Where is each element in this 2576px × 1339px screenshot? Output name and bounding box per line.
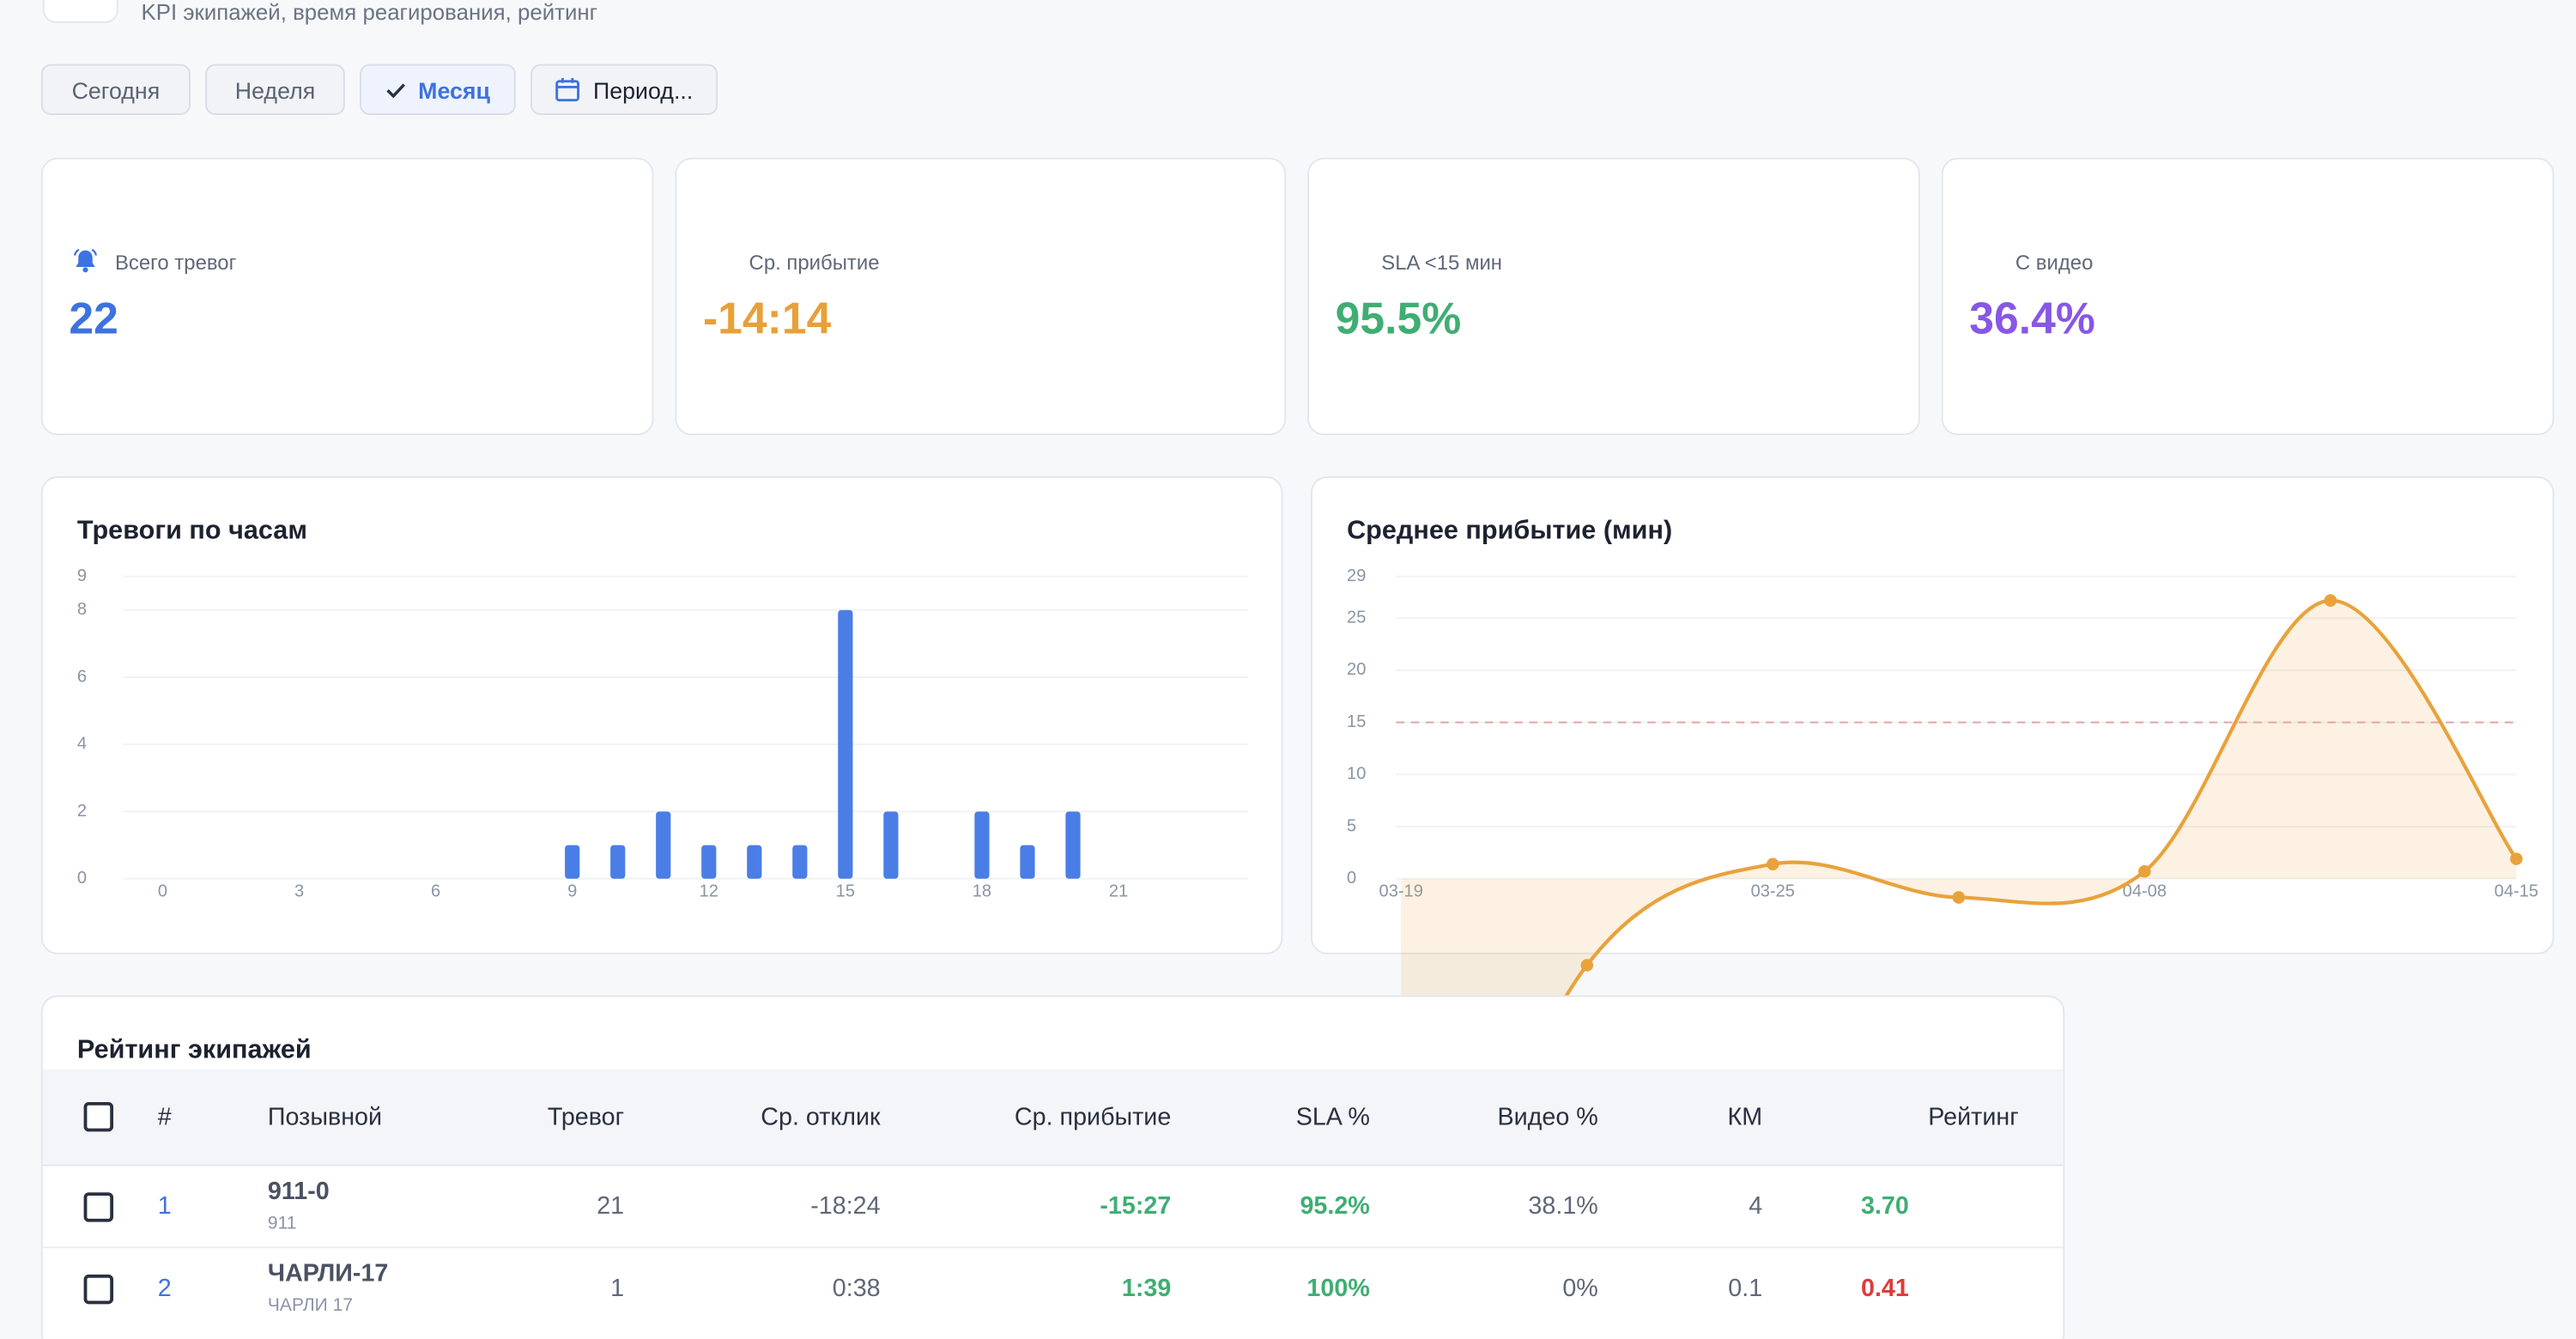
check-icon [385,82,405,98]
chart-card: Тревоги по часам [40,476,1283,954]
callsign: ЧАРЛИ-17 [267,1259,389,1288]
chart-card: Среднее прибытие (мин) [1310,476,2555,954]
column-header: Ср. отклик [761,1103,881,1132]
cell: 0.41 [1860,1274,1909,1303]
column-header: SLA % [1295,1103,1370,1132]
calendar-icon [555,77,580,102]
cell: 1 [610,1274,625,1303]
column-header: Ср. прибытие [1014,1103,1172,1132]
cell: 0:38 [832,1274,881,1303]
cell: 4 [1749,1192,1763,1221]
column-header: # [157,1103,172,1132]
table-header [42,1069,2064,1166]
cell: 100% [1306,1274,1370,1303]
kpi-value: 95.5% [1335,294,1462,343]
page-subtitle: KPI экипажей, время реагирования, рейтин… [141,0,598,25]
cell: 1:39 [1121,1274,1172,1303]
table-title: Рейтинг экипажей [76,1036,312,1064]
cell: 0.1 [1728,1274,1763,1303]
filter-button[interactable]: Неделя [205,64,345,115]
column-header: Тревог [547,1103,625,1132]
kpi-label: С видео [2015,251,2094,275]
kpi-label: Ср. прибытие [749,251,880,275]
filter-label: Месяц [418,76,491,103]
bell-icon [73,248,98,273]
kpi-label: Всего тревог [114,251,237,275]
kpi-card: SLA <15 мин 95.5% [1307,157,1920,436]
point [1580,959,1594,972]
kpi-value: -14:14 [702,294,832,343]
cell: -15:27 [1100,1192,1172,1221]
checkbox[interactable] [83,1274,114,1305]
cell: 0% [1562,1274,1598,1303]
cell: 21 [597,1192,625,1221]
cell: 2 [157,1274,172,1303]
cell: 1 [157,1192,172,1221]
cell: 38.1% [1528,1192,1598,1221]
table-card: Рейтинг экипажей # Позывной Тревог Ср. откл… [40,995,2065,1339]
kpi-value: 36.4% [1969,294,2095,343]
kpi-value: 22 [69,294,118,343]
cell: 3.70 [1860,1192,1909,1221]
callsign-sub: 911 [267,1214,297,1234]
cell: 95.2% [1300,1192,1370,1221]
kpi-card: Ср. прибытие -14:14 [675,157,1287,436]
column-header: КМ [1727,1103,1763,1132]
callsign: 911-0 [267,1177,330,1206]
kpi-label: SLA <15 мин [1381,251,1503,275]
filter-label: Период... [592,76,694,103]
filter-button[interactable]: Месяц [360,64,516,115]
column-header: Позывной [267,1103,383,1132]
checkbox[interactable] [83,1192,114,1222]
callsign-sub: ЧАРЛИ 17 [267,1295,354,1316]
filter-label: Сегодня [71,76,161,103]
checkbox[interactable] [83,1101,114,1132]
row-divider [42,1246,2064,1249]
chart-title: Тревоги по часам [76,517,307,546]
cell: -18:24 [810,1192,881,1221]
page-icon [42,0,118,23]
kpi-card: Всего тревог 22 [40,157,654,436]
chart-title: Среднее прибытие (мин) [1347,517,1673,546]
filter-label: Неделя [234,76,316,103]
filter-button[interactable]: Сегодня [40,64,191,115]
filter-button[interactable]: Период... [530,64,718,115]
column-header: Рейтинг [1928,1103,2019,1132]
kpi-card: С видео 36.4% [1941,157,2555,436]
column-header: Видео % [1497,1103,1598,1132]
